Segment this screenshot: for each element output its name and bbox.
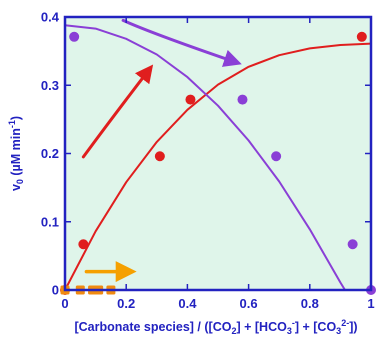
co2-data-point (271, 151, 282, 162)
y-tick-label: 0.4 (41, 10, 60, 25)
co2-data-point (237, 94, 248, 105)
axis-ticks: 0 0.2 0.4 0.6 0.8 1 0 0.1 0.2 0.3 0.4 (41, 10, 375, 312)
bicarbonate-data-point (185, 94, 196, 105)
x-tick-label: 0.4 (178, 296, 197, 311)
fit-curves (64, 24, 372, 291)
co2-data-point (347, 239, 358, 250)
x-tick-label: 0 (61, 296, 68, 311)
y-axis-title: v0 (µM min-1) (7, 116, 25, 191)
x-tick-label: 1 (367, 296, 374, 311)
plot-area (65, 17, 371, 290)
co2-fit-curve (64, 24, 371, 291)
x-tick-label: 0.2 (117, 296, 135, 311)
bicarbonate-data-point (154, 151, 165, 162)
bicarbonate-data-point (356, 31, 367, 42)
y-tick-label: 0.1 (41, 214, 59, 229)
co2-trend-arrow (121, 18, 242, 67)
bicarbonate-fit-curve (64, 42, 372, 291)
y-tick-label: 0.3 (41, 78, 59, 93)
y-tick-label: 0.2 (41, 146, 59, 161)
bicarbonate-data-point (78, 239, 89, 250)
trend-arrows (81, 18, 242, 283)
co2-data-point (69, 31, 80, 42)
y-tick-label: 0 (52, 283, 59, 298)
x-tick-label: 0.6 (240, 296, 258, 311)
x-tick-label: 0.8 (301, 296, 319, 311)
x-axis-title: [Carbonate species] / ([CO2] + [HCO3-] +… (74, 318, 357, 336)
bicarbonate-trend-arrow (81, 64, 154, 159)
